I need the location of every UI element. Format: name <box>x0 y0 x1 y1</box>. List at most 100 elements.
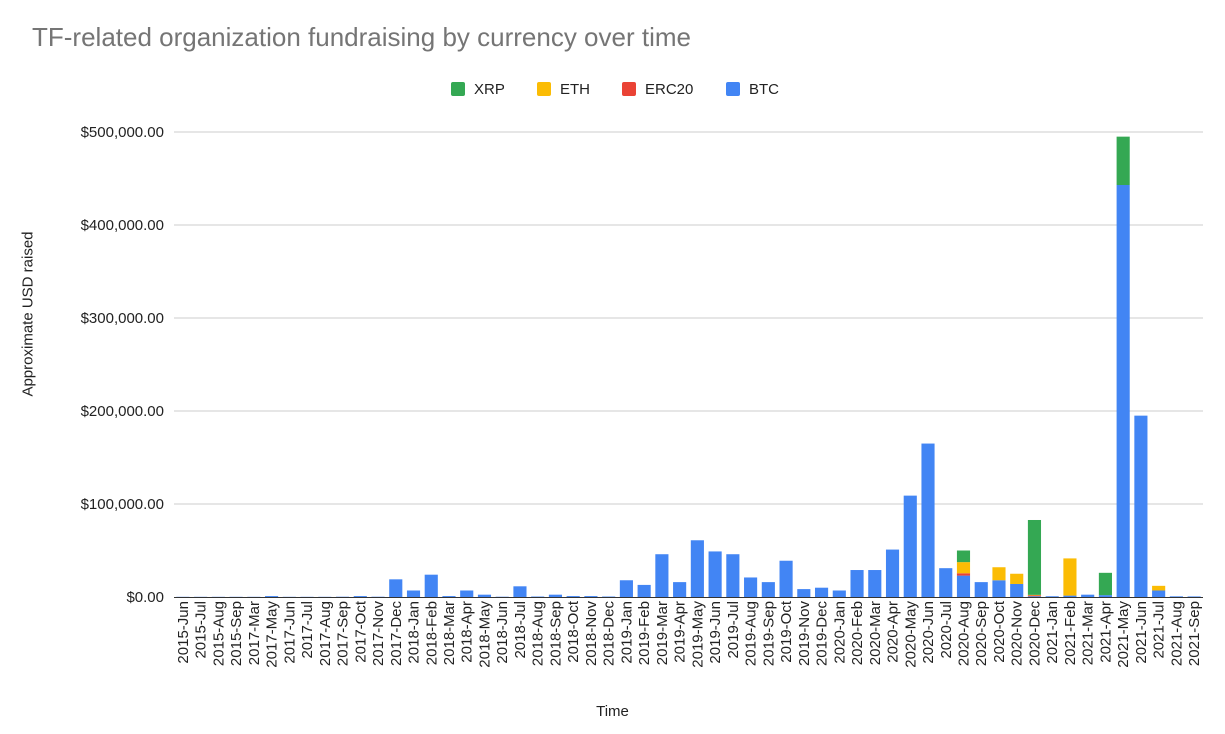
x-tick-label: 2018-Jul <box>512 601 529 659</box>
bar-btc <box>353 596 367 597</box>
x-tick-label: 2020-Apr <box>885 601 902 663</box>
x-tick-label: 2018-Nov <box>583 601 600 667</box>
bar-btc <box>637 584 651 597</box>
y-tick-label: $400,000.00 <box>81 217 164 234</box>
x-tick-label: 2019-Jan <box>618 601 635 664</box>
x-tick-label: 2019-Apr <box>672 601 689 663</box>
bar-btc <box>956 575 971 597</box>
bar-btc <box>921 443 935 597</box>
bar-btc <box>726 554 740 597</box>
bar-eth <box>1027 594 1042 596</box>
x-tick-label: 2020-May <box>902 601 919 668</box>
x-tick-label: 2020-Aug <box>955 601 972 666</box>
x-tick-label: 2018-Dec <box>601 601 618 667</box>
x-tick-label: 2019-Aug <box>743 601 760 666</box>
x-tick-label: 2018-May <box>476 601 493 668</box>
bar-btc <box>477 594 492 597</box>
x-tick-label: 2017-Dec <box>388 601 405 667</box>
x-tick-label: 2017-Aug <box>317 601 334 666</box>
legend-label-eth: ETH <box>560 80 590 98</box>
bar-eth <box>1010 573 1024 584</box>
x-tick-label: 2020-Jun <box>920 601 937 664</box>
x-tick-label: 2015-Aug <box>210 601 227 666</box>
bar-btc <box>673 582 687 597</box>
x-tick-label: 2020-Oct <box>991 600 1008 663</box>
x-tick-label: 2018-Jun <box>494 601 511 664</box>
x-tick-label: 2021-Mar <box>1080 601 1097 665</box>
x-tick-label: 2020-Jul <box>938 601 955 659</box>
bar-btc <box>655 554 669 597</box>
legend-swatch-xrp <box>451 82 465 96</box>
bar-btc <box>424 574 438 597</box>
bar-eth <box>992 567 1006 581</box>
legend-item-xrp[interactable]: XRP <box>451 78 505 100</box>
legend-label-btc: BTC <box>749 80 779 98</box>
legend: XRP ETH ERC20 BTC <box>0 78 1225 100</box>
chart-title: TF-related organization fundraising by c… <box>32 22 691 52</box>
bar-btc <box>389 579 403 597</box>
bar-btc <box>1010 583 1024 597</box>
bar-eth <box>1152 585 1166 591</box>
x-axis-title: Time <box>596 703 629 720</box>
x-tick-label: 2021-Aug <box>1168 601 1185 666</box>
bar-btc <box>619 580 633 597</box>
bar-btc <box>1169 596 1183 597</box>
bar-btc <box>548 594 563 597</box>
legend-item-erc20[interactable]: ERC20 <box>622 78 693 100</box>
x-tick-label: 2018-Sep <box>547 601 564 666</box>
x-tick-label: 2020-Nov <box>1009 601 1026 667</box>
x-tick-label: 2021-Sep <box>1186 601 1203 666</box>
bar-btc <box>265 596 279 597</box>
x-tick-label: 2021-Apr <box>1097 601 1114 663</box>
legend-item-btc[interactable]: BTC <box>726 78 779 100</box>
x-tick-label: 2015-Jul <box>193 601 210 659</box>
x-tick-label: 2021-Jan <box>1044 601 1061 664</box>
x-tick-label: 2018-Mar <box>441 601 458 665</box>
x-tick-label: 2015-Jun <box>175 601 192 664</box>
x-tick-label: 2020-Mar <box>867 601 884 665</box>
bar-btc <box>335 596 350 598</box>
bar-eth <box>956 562 971 574</box>
bar-btc <box>495 596 509 598</box>
legend-item-eth[interactable]: ETH <box>537 78 590 100</box>
bar-btc <box>708 551 722 597</box>
bar-erc20 <box>1027 595 1042 597</box>
x-tick-label: 2017-May <box>264 601 281 668</box>
bar-btc <box>992 580 1006 597</box>
x-tick-label: 2017-Jul <box>299 601 316 659</box>
x-tick-label: 2018-Aug <box>530 601 547 666</box>
x-tick-label: 2019-Feb <box>636 601 653 665</box>
bar-btc <box>1063 595 1077 597</box>
bar-btc <box>885 549 900 597</box>
bar-btc <box>832 590 846 597</box>
bar-btc <box>1134 415 1148 597</box>
bar-btc <box>903 495 917 597</box>
bar-btc <box>761 582 775 597</box>
y-tick-label: $200,000.00 <box>81 403 164 420</box>
bar-btc <box>868 570 882 597</box>
bar-xrp <box>1098 572 1112 596</box>
x-tick-label: 2017-Jun <box>281 601 298 664</box>
x-tick-label: 2020-Feb <box>849 601 866 665</box>
bar-btc <box>744 577 758 597</box>
legend-swatch-erc20 <box>622 82 636 96</box>
x-tick-label: 2021-Feb <box>1062 601 1079 665</box>
legend-label-xrp: XRP <box>474 80 505 98</box>
x-tick-label: 2019-Oct <box>778 600 795 663</box>
bar-btc <box>513 586 527 597</box>
x-tick-label: 2021-May <box>1115 601 1132 668</box>
bar-btc <box>939 568 953 597</box>
bar-btc <box>1045 596 1059 597</box>
y-tick-label: $300,000.00 <box>81 310 164 327</box>
bar-btc <box>531 596 545 598</box>
x-tick-label: 2019-Sep <box>760 601 777 666</box>
bar-eth <box>1063 558 1077 596</box>
x-tick-label: 2017-Nov <box>370 601 387 667</box>
x-tick-label: 2017-Mar <box>246 601 263 665</box>
bar-btc <box>584 596 598 597</box>
x-tick-label: 2021-Jun <box>1133 601 1150 664</box>
x-tick-label: 2018-Jan <box>406 601 423 664</box>
x-tick-label: 2020-Sep <box>973 601 990 666</box>
x-tick-label: 2020-Jan <box>831 601 848 664</box>
